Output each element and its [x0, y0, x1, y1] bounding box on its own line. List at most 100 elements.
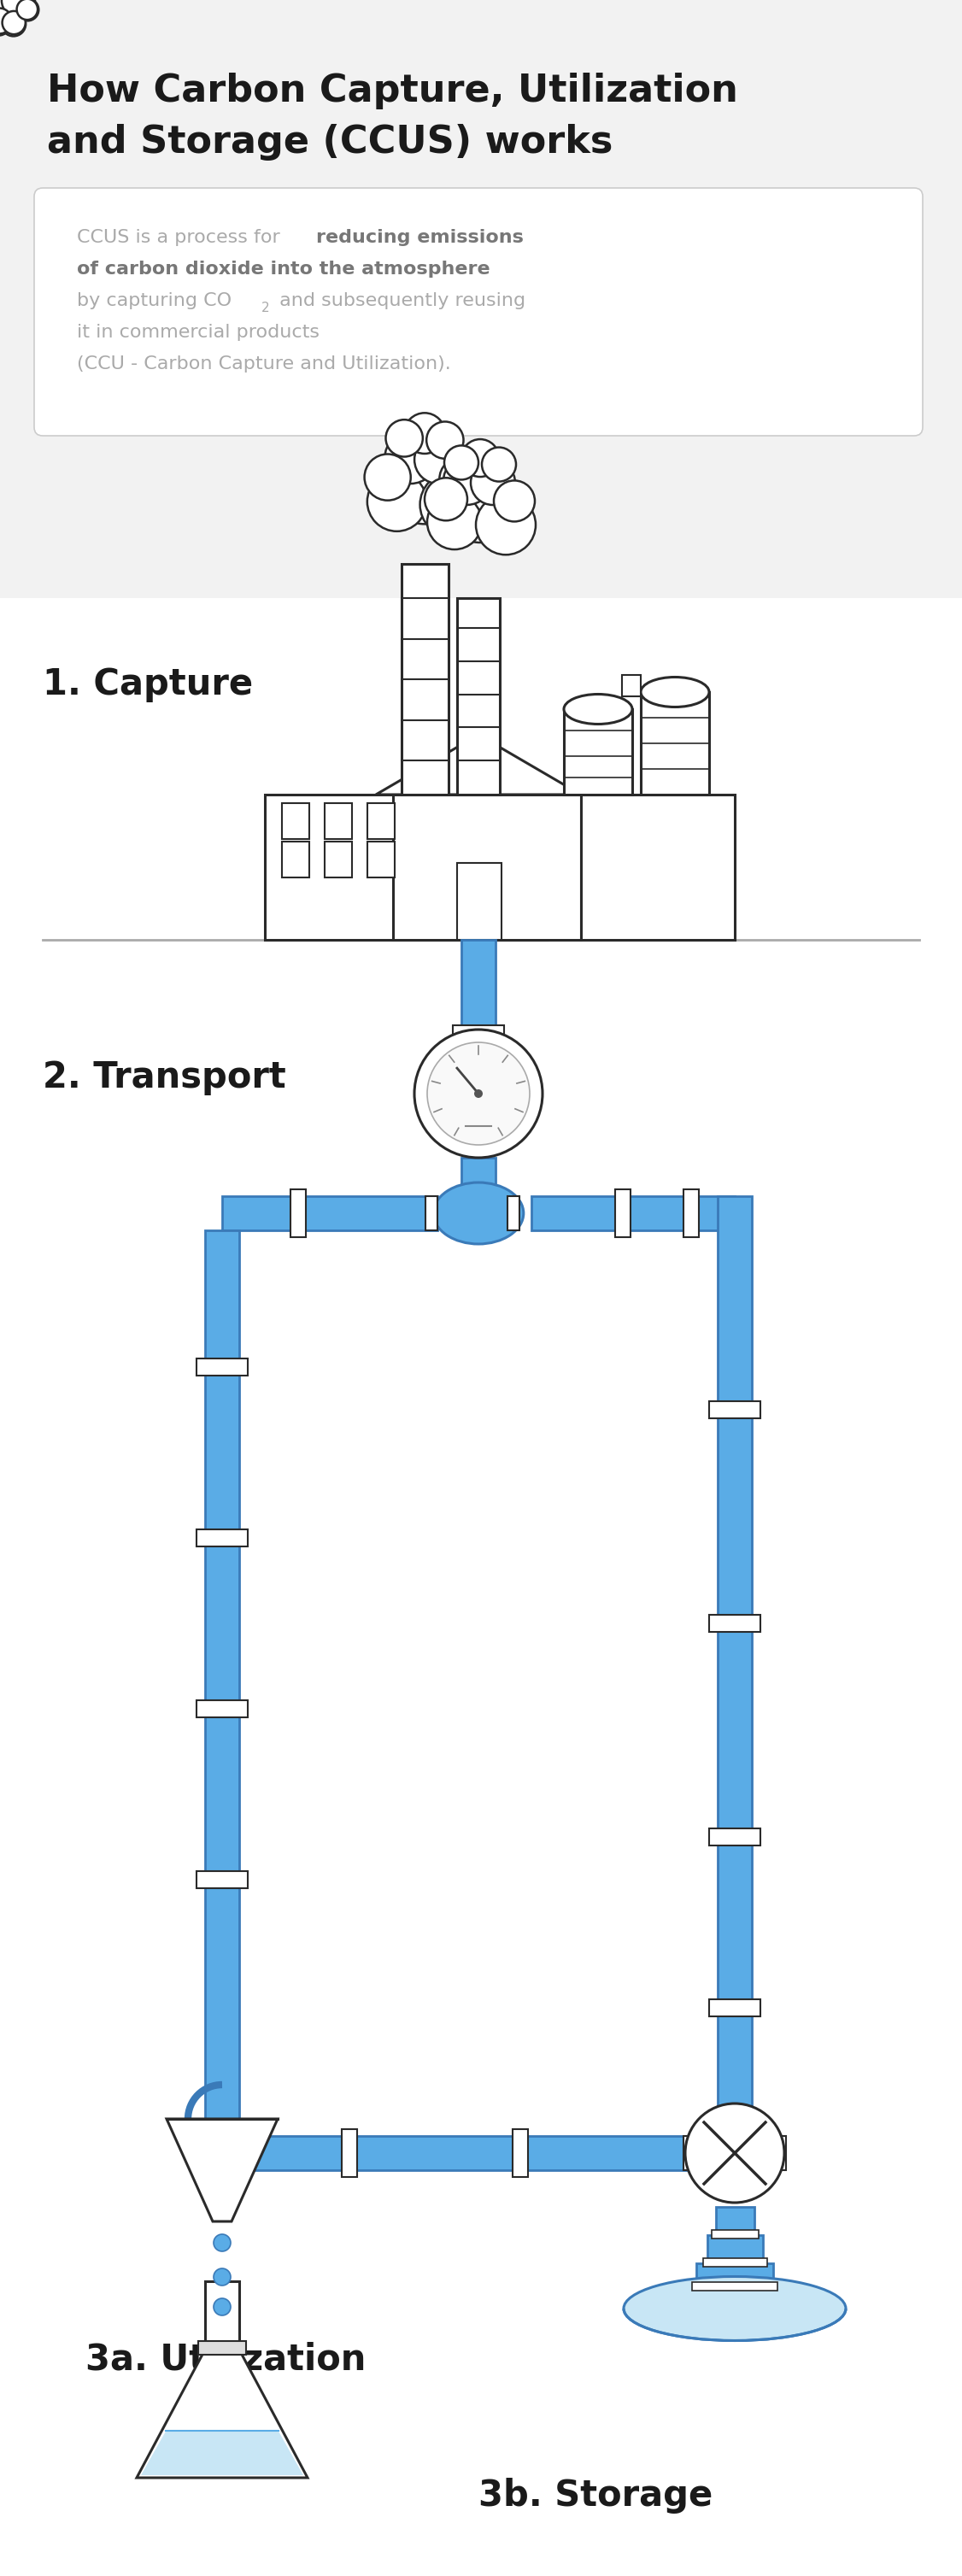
- Bar: [196, 1530, 248, 1546]
- Bar: [462, 1157, 495, 1193]
- Text: (CCU - Carbon Capture and Utilization).: (CCU - Carbon Capture and Utilization).: [77, 355, 451, 374]
- Bar: [453, 1025, 504, 1043]
- Text: How Carbon Capture, Utilization: How Carbon Capture, Utilization: [47, 72, 738, 108]
- Circle shape: [385, 433, 437, 484]
- Polygon shape: [141, 2432, 303, 2476]
- Polygon shape: [376, 734, 581, 793]
- Circle shape: [0, 0, 22, 23]
- Bar: [712, 2231, 759, 2239]
- Bar: [282, 804, 309, 840]
- Bar: [564, 708, 632, 793]
- Bar: [196, 1358, 248, 1376]
- Circle shape: [424, 479, 468, 520]
- Circle shape: [2, 10, 25, 33]
- Bar: [282, 842, 309, 878]
- Bar: [615, 1190, 630, 1236]
- Bar: [683, 2136, 696, 2169]
- Circle shape: [214, 2298, 231, 2316]
- Polygon shape: [137, 2349, 308, 2478]
- Bar: [508, 1195, 519, 1231]
- Bar: [0, 0, 962, 598]
- Circle shape: [2, 0, 35, 18]
- Bar: [196, 1870, 248, 1888]
- Bar: [205, 1231, 240, 2120]
- Circle shape: [404, 412, 445, 453]
- Bar: [425, 1195, 438, 1231]
- Circle shape: [426, 422, 464, 459]
- Bar: [696, 2264, 773, 2290]
- Bar: [718, 1195, 752, 2169]
- Polygon shape: [166, 2120, 278, 2221]
- Circle shape: [0, 0, 6, 13]
- Bar: [462, 1043, 495, 1128]
- Ellipse shape: [433, 1182, 523, 1244]
- Ellipse shape: [641, 677, 709, 706]
- Bar: [622, 675, 641, 696]
- Circle shape: [0, 0, 7, 13]
- Bar: [709, 1829, 760, 1844]
- Text: of carbon dioxide into the atmosphere: of carbon dioxide into the atmosphere: [77, 260, 490, 278]
- Circle shape: [388, 451, 462, 523]
- Bar: [196, 1700, 248, 1718]
- Bar: [324, 804, 352, 840]
- Circle shape: [1, 0, 35, 18]
- Circle shape: [462, 440, 499, 477]
- Bar: [324, 842, 352, 878]
- Circle shape: [427, 1043, 530, 1144]
- Circle shape: [367, 471, 426, 531]
- Circle shape: [415, 1030, 543, 1157]
- Bar: [709, 2110, 760, 2128]
- Bar: [531, 1195, 735, 1231]
- Bar: [457, 863, 501, 940]
- Circle shape: [0, 8, 13, 33]
- Bar: [198, 2342, 246, 2354]
- Text: 3a. Utilization: 3a. Utilization: [86, 2342, 366, 2378]
- Bar: [703, 2259, 768, 2267]
- Circle shape: [494, 482, 535, 520]
- Ellipse shape: [564, 693, 632, 724]
- Circle shape: [427, 495, 482, 549]
- Circle shape: [0, 0, 23, 26]
- Bar: [222, 2136, 735, 2169]
- Circle shape: [444, 446, 478, 479]
- Bar: [222, 1195, 438, 1231]
- Circle shape: [0, 8, 12, 36]
- Text: 1. Capture: 1. Capture: [42, 667, 253, 703]
- Bar: [707, 2236, 763, 2264]
- Bar: [683, 1190, 698, 1236]
- Ellipse shape: [623, 2277, 846, 2342]
- Circle shape: [16, 0, 38, 21]
- Text: and subsequently reusing: and subsequently reusing: [273, 291, 525, 309]
- Circle shape: [443, 456, 492, 505]
- Circle shape: [386, 420, 422, 456]
- Bar: [709, 1615, 760, 1631]
- Text: and Storage (CCUS) works: and Storage (CCUS) works: [47, 124, 613, 160]
- Circle shape: [482, 448, 516, 482]
- Bar: [457, 598, 500, 793]
- Bar: [581, 793, 735, 940]
- Circle shape: [415, 435, 463, 484]
- Circle shape: [685, 2105, 784, 2202]
- Text: 2: 2: [262, 301, 269, 314]
- Circle shape: [470, 461, 516, 505]
- Bar: [513, 2130, 528, 2177]
- Bar: [692, 2282, 777, 2290]
- Bar: [709, 1999, 760, 2017]
- Circle shape: [214, 2233, 231, 2251]
- Text: reducing emissions: reducing emissions: [316, 229, 523, 247]
- Bar: [716, 2208, 754, 2236]
- Bar: [462, 940, 495, 1059]
- Bar: [265, 793, 546, 940]
- Circle shape: [420, 471, 485, 536]
- Bar: [393, 793, 581, 940]
- Bar: [774, 2136, 786, 2169]
- Text: 3b. Storage: 3b. Storage: [478, 2478, 713, 2514]
- Bar: [709, 1401, 760, 1419]
- Text: CCUS is a process for: CCUS is a process for: [77, 229, 286, 247]
- Circle shape: [446, 474, 515, 544]
- Bar: [342, 2130, 357, 2177]
- Bar: [367, 804, 394, 840]
- Circle shape: [476, 495, 536, 554]
- Text: 2. Transport: 2. Transport: [42, 1059, 286, 1095]
- Text: by capturing CO: by capturing CO: [77, 291, 232, 309]
